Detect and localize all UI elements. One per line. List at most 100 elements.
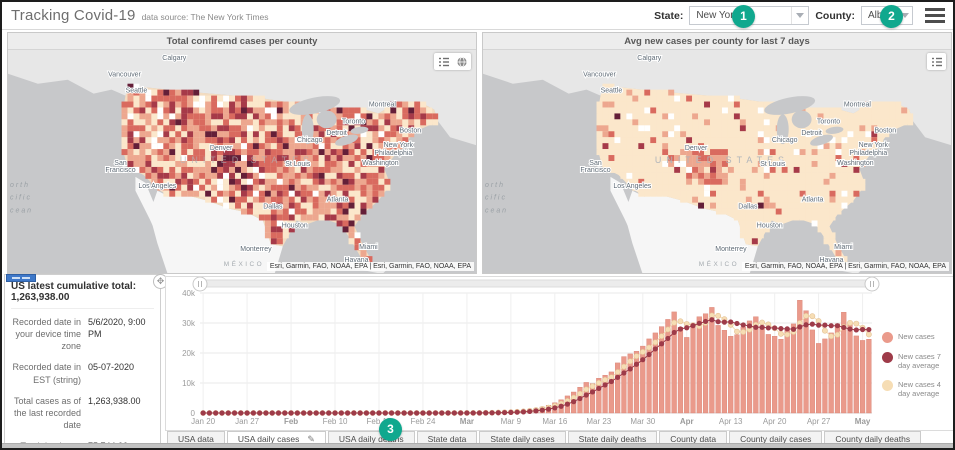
ocean-label: cific <box>10 195 32 202</box>
mexico-label: MÉXICO <box>699 259 739 268</box>
country-label: UNITED STATES <box>655 155 789 165</box>
svg-text:Mar 9: Mar 9 <box>501 417 522 426</box>
map-city-label: New York <box>859 142 889 149</box>
svg-text:30k: 30k <box>182 319 196 328</box>
map-city-label: Detroit <box>801 130 822 137</box>
ocean-label: orth <box>10 182 30 189</box>
hamburger-menu-icon[interactable] <box>925 8 945 23</box>
map-city-label: Boston <box>874 127 896 134</box>
svg-text:Apr: Apr <box>680 417 694 426</box>
svg-text:Jan 27: Jan 27 <box>235 417 260 426</box>
map-city-label: Miami <box>359 244 378 251</box>
map-city-label: Chicago <box>297 137 323 144</box>
map-city-label: Toronto <box>342 118 365 125</box>
map-city-label: Washington <box>362 160 399 167</box>
chevron-down-icon[interactable] <box>791 7 808 24</box>
chart-range-handle[interactable] <box>864 276 880 292</box>
map-city-label: Montreal <box>844 102 872 109</box>
map-city-label: Houston <box>757 222 783 229</box>
map-city-label: Toronto <box>817 118 840 125</box>
legend-list-icon[interactable] <box>437 55 450 68</box>
svg-text:Feb 24: Feb 24 <box>411 417 436 426</box>
info-panel-title: US latest cumulative total: 1,263,938.00 <box>11 281 154 309</box>
ocean-label: cean <box>10 208 33 215</box>
svg-text:Mar 23: Mar 23 <box>586 417 611 426</box>
info-panel-us-total: US latest cumulative total: 1,263,938.00… <box>4 274 161 445</box>
map-city-label: Washington <box>837 160 874 167</box>
map-avg-new-cases[interactable]: UNITED STATES MÉXICO orth cific cean Calgary V… <box>483 50 951 273</box>
basemap-globe-icon[interactable] <box>455 55 468 68</box>
state-select-value: New York <box>696 10 739 21</box>
map-city-label: San Francisco <box>105 160 135 174</box>
daily-cases-chart[interactable]: 0 10k 20k 30k 40k Jan 20 Jan 27 Feb Feb 10 Feb 17… <box>165 276 954 431</box>
legend-label: New cases 7 day average <box>898 352 941 371</box>
bottom-strip <box>2 443 953 448</box>
map-city-label: Los Angeles <box>613 183 651 190</box>
legend-item[interactable]: New cases 7 day average <box>882 352 953 371</box>
map-city-label: Calgary <box>637 55 661 62</box>
ocean-label: cean <box>485 208 508 215</box>
selection-marker-chip <box>6 274 36 282</box>
pencil-icon[interactable]: ✎ <box>307 434 315 444</box>
annotation-badge-2: 2 <box>880 5 903 28</box>
map-city-label: Havana <box>820 257 844 264</box>
svg-text:Apr 13: Apr 13 <box>719 417 743 426</box>
map-city-label: Denver <box>210 145 233 152</box>
legend-swatch-icon <box>882 332 893 343</box>
svg-text:May: May <box>855 417 871 426</box>
legend-swatch-icon <box>882 379 893 391</box>
map-city-label: St Louis <box>285 161 311 168</box>
info-row-label: Total cases as of the last recorded date <box>13 395 81 430</box>
map-city-label: Montreal <box>369 102 397 109</box>
legend-item[interactable]: New cases <box>882 332 953 343</box>
legend-label: New cases 4 day average <box>898 379 941 399</box>
chart-range-handle[interactable] <box>192 276 208 292</box>
svg-text:40k: 40k <box>182 289 196 298</box>
chart-legend: New cases New cases 7 day average New case… <box>882 332 953 399</box>
info-row: Recorded date in your device time zone 5/… <box>11 316 154 352</box>
page-title: Tracking Covid-19 <box>11 7 136 24</box>
header-bar: Tracking Covid-19 data source: The New Y… <box>2 2 953 30</box>
state-label: State: <box>654 9 684 22</box>
info-row-label: Recorded date in EST (string) <box>12 362 81 385</box>
mexico-label: MÉXICO <box>224 259 264 268</box>
map-city-label: Seattle <box>126 88 148 95</box>
map-city-label: Calgary <box>162 55 186 62</box>
map-city-label: San Francisco <box>580 160 610 174</box>
svg-text:Mar: Mar <box>460 417 474 426</box>
legend-label: New cases <box>898 332 935 341</box>
legend-item[interactable]: New cases 4 day average <box>882 379 953 399</box>
country-label: UNITED STATES <box>180 155 314 165</box>
chart-canvas[interactable]: 0 10k 20k 30k 40k Jan 20 Jan 27 Feb Feb 10 Feb 17… <box>166 276 954 430</box>
legend-swatch-icon <box>882 352 893 363</box>
map-panel-total-cases: Total confiremd cases per county UNITED … <box>7 32 477 274</box>
svg-text:Feb: Feb <box>284 417 298 426</box>
info-row-value: 75,744.00 <box>88 440 154 444</box>
map-total-cases[interactable]: UNITED STATES MÉXICO orth cific cean Calgary V… <box>8 50 476 273</box>
legend-list-icon[interactable] <box>930 55 943 68</box>
map-city-label: Vancouver <box>583 72 616 79</box>
map-city-label: Los Angeles <box>138 183 176 190</box>
county-label: County: <box>815 9 855 22</box>
map-title-avg-new-cases: Avg new cases per county for last 7 days <box>483 33 951 50</box>
ocean-label: orth <box>485 182 505 189</box>
map-svg: UNITED STATES MÉXICO orth cific cean Calgary V… <box>8 50 476 273</box>
info-row-label: Recorded date in your device time zone <box>12 317 81 352</box>
svg-text:0: 0 <box>191 409 196 418</box>
svg-text:20k: 20k <box>182 349 196 358</box>
map-city-label: Miami <box>834 244 853 251</box>
map-city-label: Havana <box>345 257 369 264</box>
map-city-label: Monterrey <box>240 246 272 253</box>
map-city-label: Dallas <box>738 204 758 211</box>
map-panel-avg-new-cases: Avg new cases per county for last 7 days… <box>482 32 952 274</box>
map-attribution: Esri, Garmin, FAO, NOAA, EPA | Esri, Gar… <box>266 262 474 271</box>
info-row: Total cases as of the last recorded date… <box>11 395 154 431</box>
map-city-label: Philadelphia <box>374 150 412 157</box>
svg-text:Feb 10: Feb 10 <box>323 417 348 426</box>
map-city-label: Seattle <box>601 88 623 95</box>
info-row: Recorded date in EST (string) 05-07-2020 <box>11 361 154 385</box>
map-city-label: Houston <box>282 222 308 229</box>
ocean-label: cific <box>485 195 507 202</box>
map-city-label: Philadelphia <box>849 150 887 157</box>
map-city-label: Detroit <box>326 130 347 137</box>
